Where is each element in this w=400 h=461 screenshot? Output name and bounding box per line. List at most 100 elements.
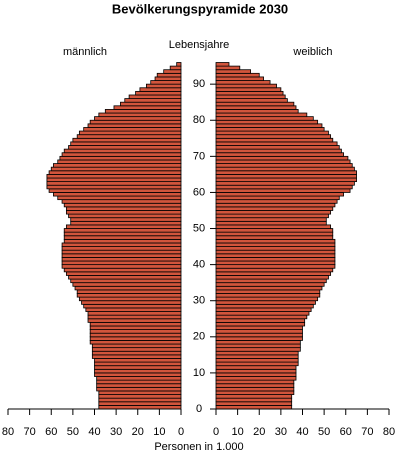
- right-label: weiblich: [292, 46, 332, 58]
- bar: [215, 152, 344, 157]
- bar: [76, 293, 182, 298]
- bar: [50, 166, 182, 172]
- bar: [215, 224, 332, 229]
- y-tick-label: 20: [193, 331, 205, 343]
- bar: [215, 314, 308, 320]
- bar: [215, 163, 353, 168]
- bar: [74, 285, 182, 291]
- bar: [215, 242, 336, 247]
- bar: [215, 354, 299, 359]
- bar: [61, 253, 182, 258]
- bar: [215, 300, 316, 305]
- bar: [215, 332, 303, 338]
- bar: [215, 130, 329, 136]
- bar: [215, 318, 306, 323]
- bar: [89, 119, 182, 125]
- bar: [215, 343, 301, 349]
- bar: [215, 188, 351, 193]
- bar: [215, 329, 303, 334]
- x-axis-label: Personen in 1.000: [154, 441, 243, 453]
- bar: [215, 173, 357, 179]
- y-tick-label: 80: [193, 114, 205, 126]
- bar: [94, 365, 182, 370]
- bar: [215, 404, 293, 410]
- x-tick-label: 20: [253, 426, 265, 438]
- bar: [215, 249, 336, 255]
- bar: [76, 289, 182, 294]
- bar: [46, 181, 182, 186]
- bar: [215, 296, 319, 302]
- bar: [87, 318, 182, 323]
- bar: [215, 383, 295, 388]
- bar: [215, 397, 293, 403]
- bar: [124, 98, 182, 103]
- bar: [215, 166, 355, 172]
- bar: [215, 246, 336, 251]
- bar: [61, 257, 182, 262]
- bar: [68, 213, 182, 219]
- bar: [65, 210, 182, 215]
- bar: [215, 267, 334, 273]
- bar: [94, 372, 182, 377]
- x-tick-label: 10: [232, 426, 244, 438]
- bar: [215, 181, 355, 186]
- bar: [120, 101, 182, 107]
- bar: [87, 311, 182, 316]
- left-label: männlich: [63, 46, 107, 58]
- bar: [215, 177, 357, 183]
- chart-title: Bevölkerungspyramide 2030: [112, 1, 288, 16]
- bar: [215, 347, 301, 352]
- bar: [215, 98, 288, 103]
- bar: [72, 282, 182, 287]
- x-tick-label: 0: [213, 426, 219, 438]
- bar: [215, 307, 312, 312]
- bar: [98, 401, 182, 406]
- bar: [61, 249, 182, 255]
- bar: [94, 116, 182, 121]
- bar: [57, 195, 182, 201]
- bar: [63, 231, 182, 237]
- bar: [215, 217, 327, 222]
- x-tick-label: 40: [296, 426, 308, 438]
- bar: [89, 325, 182, 330]
- bar: [215, 65, 241, 71]
- bar: [154, 76, 182, 81]
- x-tick-label: 50: [67, 426, 79, 438]
- bar: [94, 361, 182, 367]
- y-tick-label: 60: [193, 186, 205, 198]
- bar: [215, 83, 277, 89]
- bar: [46, 177, 182, 183]
- bar: [215, 105, 297, 110]
- bar: [96, 383, 182, 388]
- bar: [215, 155, 349, 161]
- bar: [145, 83, 182, 89]
- bar: [215, 231, 334, 237]
- y-tick-label: 70: [193, 150, 205, 162]
- bar: [215, 137, 334, 143]
- bar: [91, 347, 182, 352]
- bar: [89, 340, 182, 345]
- bar: [215, 293, 321, 298]
- bar: [113, 105, 182, 110]
- bar: [215, 145, 340, 150]
- x-tick-label: 80: [383, 426, 395, 438]
- bar: [96, 379, 182, 385]
- bar: [61, 242, 182, 247]
- bar: [163, 69, 182, 74]
- bar: [215, 325, 303, 330]
- bar: [215, 210, 332, 215]
- bar: [215, 192, 344, 197]
- bar: [215, 206, 334, 211]
- x-tick-label: 70: [24, 426, 36, 438]
- bar: [215, 372, 297, 377]
- bar: [215, 220, 327, 226]
- bar: [215, 87, 282, 92]
- bar: [94, 368, 182, 374]
- bar: [83, 303, 182, 309]
- bar: [48, 188, 182, 193]
- bar: [139, 87, 182, 92]
- bar: [215, 358, 299, 363]
- bar: [70, 217, 182, 222]
- bar: [215, 390, 295, 395]
- bar: [215, 199, 338, 204]
